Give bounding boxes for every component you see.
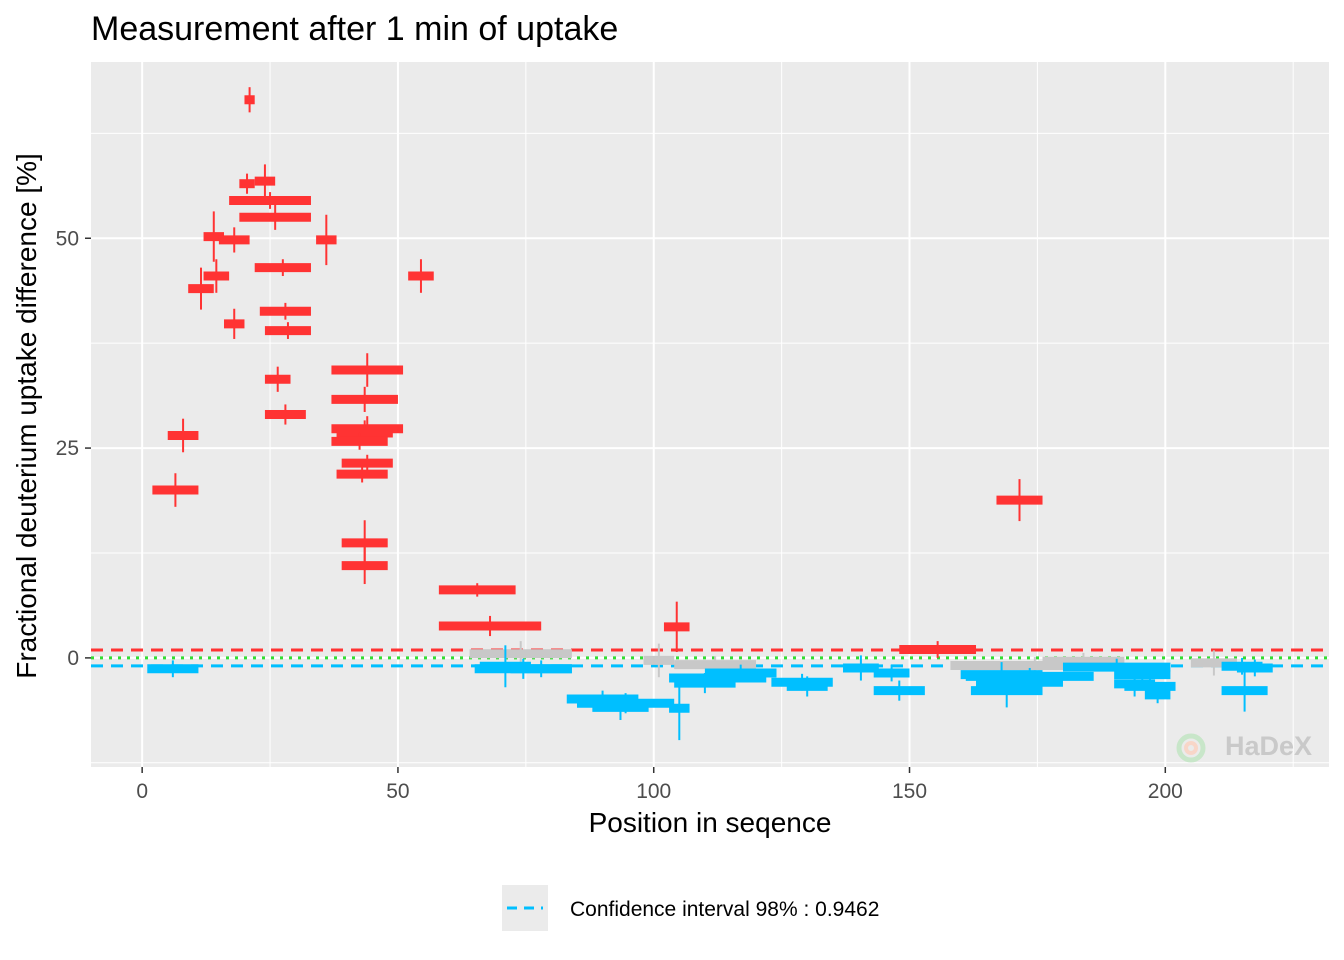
peptide-mark xyxy=(510,660,572,678)
y-tick-label: 0 xyxy=(67,647,79,670)
y-tick-label: 50 xyxy=(56,227,79,250)
y-axis-ticks: 0 25 50 xyxy=(56,227,91,670)
peptide-mark xyxy=(188,267,214,310)
peptide-mark xyxy=(873,664,910,682)
peptide-mark xyxy=(336,465,388,483)
x-tick-label: 100 xyxy=(636,780,671,803)
x-tick-label: 200 xyxy=(1148,780,1183,803)
peptide-mark xyxy=(203,259,230,293)
peptide-mark xyxy=(264,404,306,425)
peptide-mark xyxy=(408,259,434,293)
peptide-mark xyxy=(1144,686,1171,704)
chart-title: Measurement after 1 min of uptake xyxy=(91,10,618,48)
peptide-mark xyxy=(996,479,1043,522)
legend-label: Confidence interval 98% : 0.9462 xyxy=(570,898,879,921)
legend: Confidence interval 98% : 0.9462 xyxy=(502,885,879,931)
peptide-mark xyxy=(254,259,311,277)
peptide-mark xyxy=(786,676,828,697)
peptide-mark xyxy=(643,643,675,678)
peptide-mark xyxy=(331,353,404,387)
peptide-mark xyxy=(873,680,925,701)
peptide-mark xyxy=(331,432,388,450)
peptide-mark xyxy=(264,366,291,392)
peptide-mark xyxy=(899,641,977,658)
peptide-mark xyxy=(229,192,311,209)
peptide-mark xyxy=(218,227,250,253)
peptide-mark xyxy=(663,601,690,653)
peptide-mark xyxy=(167,418,199,453)
peptide-mark xyxy=(224,308,245,339)
x-tick-label: 150 xyxy=(892,780,927,803)
peptide-mark xyxy=(244,87,255,113)
peptide-mark xyxy=(1221,669,1268,712)
hadex-logo-inner-icon xyxy=(1184,741,1198,755)
x-axis-ticks: 0 50 100 150 200 xyxy=(136,767,1183,803)
y-axis-title: Fractional deuterium uptake difference [… xyxy=(11,153,42,679)
peptide-mark xyxy=(669,676,690,741)
peptide-mark xyxy=(1236,659,1273,677)
x-axis-title: Position in seqence xyxy=(589,807,832,838)
hadex-watermark: HaDeX xyxy=(1176,731,1312,763)
peptide-mark xyxy=(438,583,516,597)
watermark-text: HaDeX xyxy=(1225,731,1312,761)
x-tick-label: 0 xyxy=(136,780,148,803)
peptide-mark xyxy=(254,164,276,198)
peptide-mark xyxy=(704,664,777,682)
y-tick-label: 25 xyxy=(56,437,79,460)
peptide-mark xyxy=(264,322,311,339)
x-tick-label: 50 xyxy=(386,780,409,803)
peptide-mark xyxy=(843,655,879,681)
hadex-logo-icon xyxy=(1176,733,1206,763)
peptide-mark xyxy=(259,302,311,320)
peptide-mark xyxy=(341,547,388,585)
peptide-mark xyxy=(147,660,199,678)
peptide-mark xyxy=(331,386,398,412)
peptide-marks xyxy=(147,87,1273,741)
peptide-mark xyxy=(592,694,649,720)
peptide-mark xyxy=(438,615,542,637)
peptide-mark xyxy=(970,673,1043,708)
peptide-mark xyxy=(152,473,199,507)
peptide-mark xyxy=(341,454,393,472)
peptide-mark xyxy=(239,173,255,194)
peptide-mark xyxy=(316,214,337,266)
peptide-mark xyxy=(239,204,311,230)
